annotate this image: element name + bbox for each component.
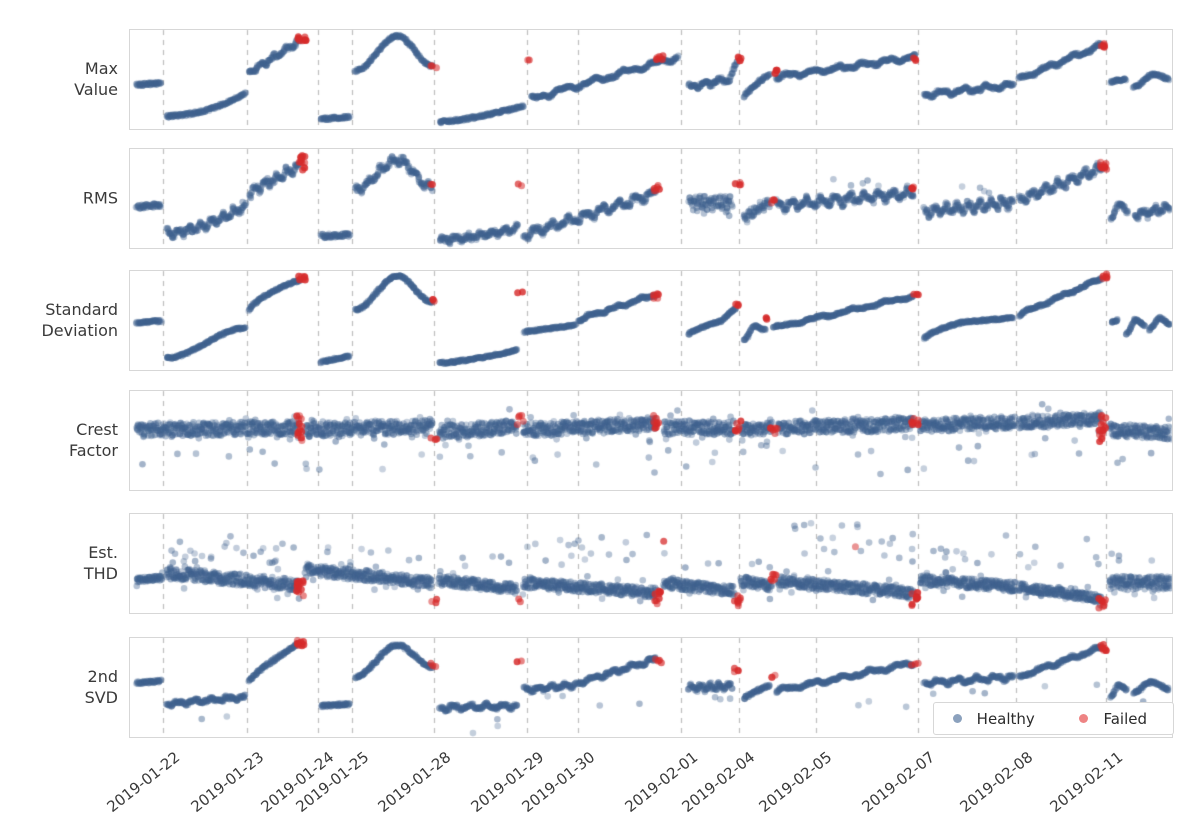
legend-item-failed: Failed xyxy=(1054,710,1174,728)
healthy-dot-icon xyxy=(952,714,962,723)
legend: Healthy Failed xyxy=(933,702,1174,735)
legend-label-failed: Failed xyxy=(1103,709,1148,728)
legend-item-healthy: Healthy xyxy=(934,710,1054,728)
legend-label-healthy: Healthy xyxy=(976,709,1035,728)
failed-dot-icon xyxy=(1079,714,1089,723)
